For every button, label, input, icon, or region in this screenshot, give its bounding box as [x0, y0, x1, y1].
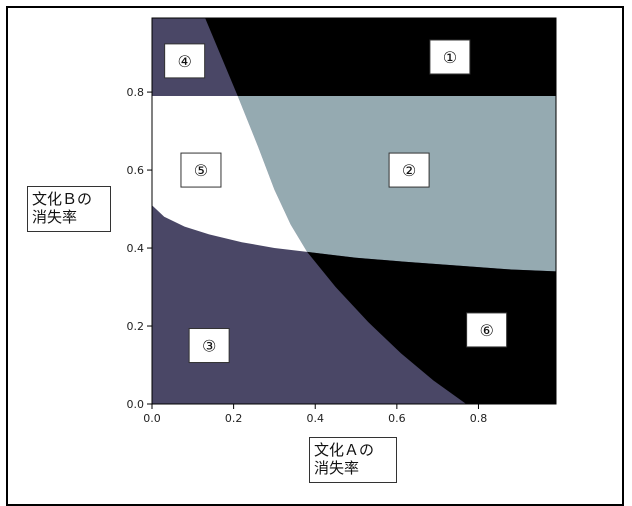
- region-1-area: [205, 18, 556, 96]
- region-label-box: [180, 152, 222, 188]
- x-tick-label: 0.6: [388, 412, 406, 425]
- region-label: ⑤: [194, 161, 208, 180]
- region-label: ⑥: [479, 321, 493, 340]
- region-label: ①: [443, 48, 457, 67]
- x-tick-label: 0.8: [470, 412, 488, 425]
- region-label-box: [429, 39, 471, 75]
- region-label-box: [164, 43, 206, 79]
- region-label: ④: [177, 52, 191, 71]
- region-label: ②: [402, 161, 416, 180]
- figure-frame: 0.0 0.2 0.4 0.6 0.8 0.0 0.2 0.4 0.6 0.8 ① ② ③ ④ ⑤ ⑥ 文化Ｂ…: [6, 6, 624, 506]
- region-label-box: [466, 312, 508, 348]
- plot-frame: [151, 17, 557, 405]
- y-axis-label: 文化Ｂの 消失率: [27, 186, 111, 232]
- y-tick-label: 0.4: [127, 242, 145, 255]
- x-tick-label: 0.0: [143, 412, 161, 425]
- x-axis-label-line1: 文化Ａの: [314, 441, 375, 459]
- y-tick-label: 0.8: [127, 86, 145, 99]
- x-axis-label-line2: 消失率: [314, 459, 360, 477]
- x-axis-label: 文化Ａの 消失率: [309, 437, 397, 483]
- region-map-plot: 0.0 0.2 0.4 0.6 0.8 0.0 0.2 0.4 0.6 0.8 ① ② ③ ④ ⑤ ⑥: [127, 17, 557, 425]
- y-tick-label: 0.2: [127, 320, 145, 333]
- x-tick-label: 0.2: [225, 412, 243, 425]
- region-label-box: [188, 328, 230, 364]
- region-6-area: [307, 251, 556, 404]
- region-5-area: [152, 96, 308, 252]
- region-label-box: [388, 152, 430, 188]
- x-tick-label: 0.4: [306, 412, 324, 425]
- y-tick-label: 0.0: [127, 398, 145, 411]
- y-axis-label-line1: 文化Ｂの: [32, 190, 93, 208]
- y-axis-label-line2: 消失率: [32, 208, 78, 226]
- region-label: ③: [202, 337, 216, 356]
- y-tick-label: 0.6: [127, 164, 145, 177]
